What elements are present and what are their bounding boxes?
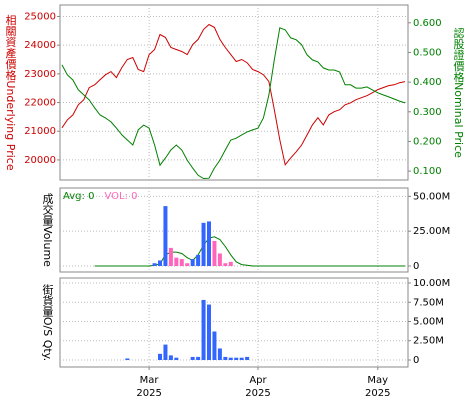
y-axis-title: 相關資產價格Underlying Price: [4, 14, 17, 171]
bar: [245, 356, 250, 360]
y-tick-label: 25000: [24, 11, 56, 22]
y-tick-label: 10.00M: [413, 278, 450, 289]
x-tick-label: Apr 2025: [245, 375, 270, 399]
bar: [207, 304, 211, 360]
y2-tick-label: 0.500: [413, 47, 442, 58]
legend-entry: VOL: 0: [104, 191, 137, 202]
bar: [201, 299, 206, 360]
bar: [168, 247, 173, 267]
bar: [174, 357, 179, 360]
line-series: [94, 236, 405, 267]
bar: [228, 357, 233, 360]
plot-area: [59, 4, 409, 181]
bar: [228, 261, 233, 267]
y-tick-label: 21000: [24, 126, 56, 137]
bar: [163, 344, 168, 360]
y-tick-label: 24000: [24, 40, 56, 51]
bar: [163, 206, 168, 267]
bar: [212, 240, 217, 267]
y2-tick-label: 0.600: [413, 18, 442, 29]
legend-entry: Avg: 0: [63, 191, 94, 202]
bar: [234, 357, 239, 360]
bar: [125, 358, 130, 360]
y-tick-label: 0: [413, 355, 419, 366]
bar: [201, 222, 206, 267]
bar: [212, 331, 217, 360]
y-axis-title: 成交量Volume: [41, 193, 54, 267]
y-tick-label: 5.00M: [413, 316, 444, 327]
y-tick-label: 0: [413, 261, 419, 272]
y-tick-label: 2.50M: [413, 336, 444, 347]
y-tick-label: 23000: [24, 69, 56, 80]
bar: [190, 356, 195, 360]
plot-area: [59, 277, 409, 368]
y-axis-title: 街貨量O/S Qty.: [41, 283, 54, 362]
bar: [217, 348, 222, 360]
x-tick-label: Mar 2025: [136, 375, 161, 399]
bar: [207, 221, 211, 267]
bar: [223, 356, 228, 360]
bar: [239, 357, 244, 360]
y2-tick-label: 0.200: [413, 136, 442, 147]
y-tick-label: 22000: [24, 98, 56, 109]
bar: [174, 257, 179, 267]
line-series: [61, 23, 406, 166]
bar: [158, 260, 162, 267]
bar: [223, 263, 228, 267]
bar: [168, 355, 173, 360]
y2-tick-label: 0.300: [413, 107, 442, 118]
x-tick-label: May 2025: [365, 375, 390, 399]
bar: [196, 254, 201, 267]
bar: [217, 253, 222, 267]
bar: [152, 263, 157, 267]
bar: [185, 263, 190, 267]
y-tick-label: 25.00M: [413, 226, 450, 237]
y2-tick-label: 0.400: [413, 77, 442, 88]
bar: [190, 259, 195, 267]
bar: [158, 353, 162, 360]
bar: [179, 259, 184, 267]
y-tick-label: 7.50M: [413, 297, 444, 308]
y-tick-label: 50.00M: [413, 191, 450, 202]
y2-axis-title: 認股證價格Nominal Price: [452, 26, 465, 158]
y-tick-label: 20000: [24, 155, 56, 166]
bar: [196, 356, 201, 360]
line-series: [61, 27, 406, 180]
y2-tick-label: 0.100: [413, 166, 442, 177]
plot-area: [59, 187, 409, 273]
